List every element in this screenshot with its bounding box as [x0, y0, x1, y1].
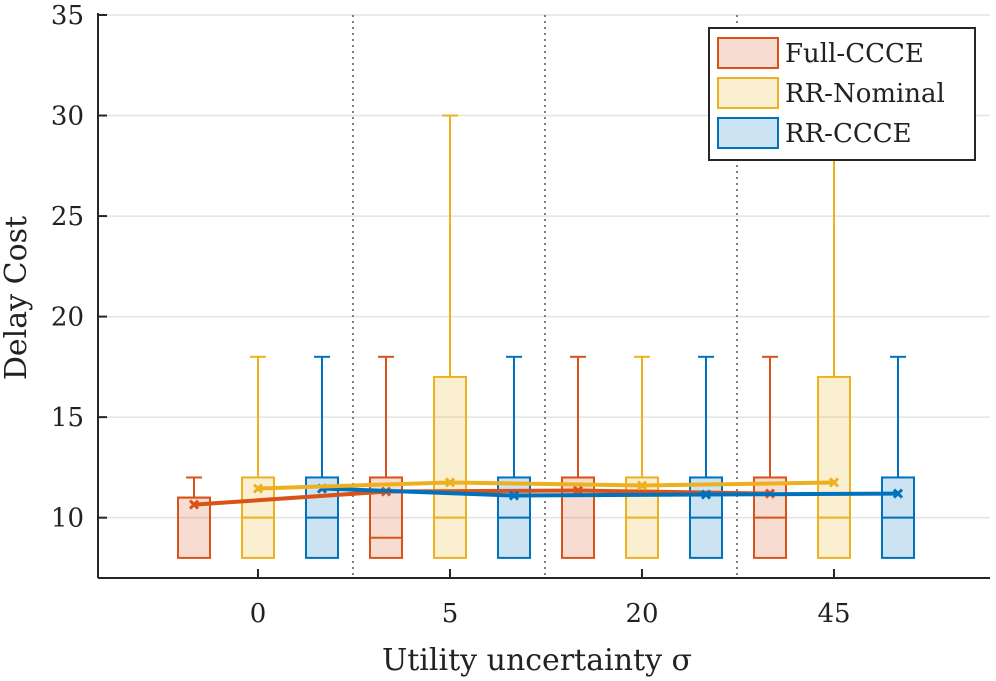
box-body — [433, 375, 467, 559]
mean-line-Full-CCCE — [193, 488, 771, 507]
mean-marker-RR-CCCE-45 — [892, 488, 904, 499]
mean-marker-RR-CCCE-20 — [700, 489, 712, 500]
box-Full-CCCE-0 — [177, 476, 211, 559]
x-tick-label-20: 20 — [625, 599, 658, 629]
box-RR-Nominal-45 — [817, 114, 851, 559]
y-tick-label-10: 10 — [51, 504, 84, 534]
mean-marker-RR-CCCE-5 — [508, 490, 520, 501]
legend-label-RR-Nominal: RR-Nominal — [785, 79, 945, 109]
y-tick-label-15: 15 — [51, 403, 84, 433]
x-tick-label-0: 0 — [250, 599, 267, 629]
x-axis-label: Utility uncertainty σ — [382, 643, 692, 678]
mean-marker-Full-CCCE-0 — [188, 499, 200, 510]
box-Full-CCCE-5 — [369, 355, 403, 559]
box-Full-CCCE-45 — [753, 355, 787, 559]
box-body — [177, 496, 211, 559]
box-RR-CCCE-45 — [881, 355, 915, 559]
mean-marker-Full-CCCE-20 — [572, 485, 584, 496]
tick-labels: 10 15 20 25 30 35 0 5 20 45 — [51, 1, 851, 629]
legend-swatch-Full-CCCE — [717, 37, 779, 69]
x-tick-label-45: 45 — [817, 599, 850, 629]
box-RR-CCCE-20 — [689, 355, 723, 559]
y-tick-label-25: 25 — [51, 202, 84, 232]
box-body — [817, 375, 851, 559]
mean-line-RR-CCCE — [321, 486, 899, 498]
box-RR-CCCE-0 — [305, 355, 339, 559]
legend-swatch-RR-CCCE — [717, 117, 779, 149]
legend-swatch-RR-Nominal — [717, 77, 779, 109]
mean-line-RR-Nominal — [257, 480, 835, 491]
legend-box — [708, 27, 976, 161]
y-tick-label-30: 30 — [51, 102, 84, 132]
box-RR-CCCE-5 — [497, 355, 531, 559]
y-axis-label: Delay Cost — [0, 216, 34, 380]
legend: Full-CCCE RR-Nominal RR-CCCE — [708, 27, 976, 161]
box-RR-Nominal-0 — [241, 355, 275, 559]
mean-marker-RR-Nominal-45 — [828, 477, 840, 488]
mean-lines — [188, 477, 904, 510]
axes — [97, 13, 990, 579]
mean-marker-RR-Nominal-5 — [444, 477, 456, 488]
x-tick-label-5: 5 — [442, 599, 459, 629]
legend-label-Full-CCCE: Full-CCCE — [785, 39, 924, 69]
y-tick-label-35: 35 — [51, 1, 84, 31]
mean-marker-RR-Nominal-20 — [636, 480, 648, 491]
box-RR-Nominal-20 — [625, 355, 659, 559]
box-RR-Nominal-5 — [433, 114, 467, 559]
box-Full-CCCE-20 — [561, 355, 595, 559]
y-tick-label-20: 20 — [51, 303, 84, 333]
mean-marker-RR-Nominal-0 — [252, 483, 264, 494]
legend-label-RR-CCCE: RR-CCCE — [785, 119, 912, 149]
